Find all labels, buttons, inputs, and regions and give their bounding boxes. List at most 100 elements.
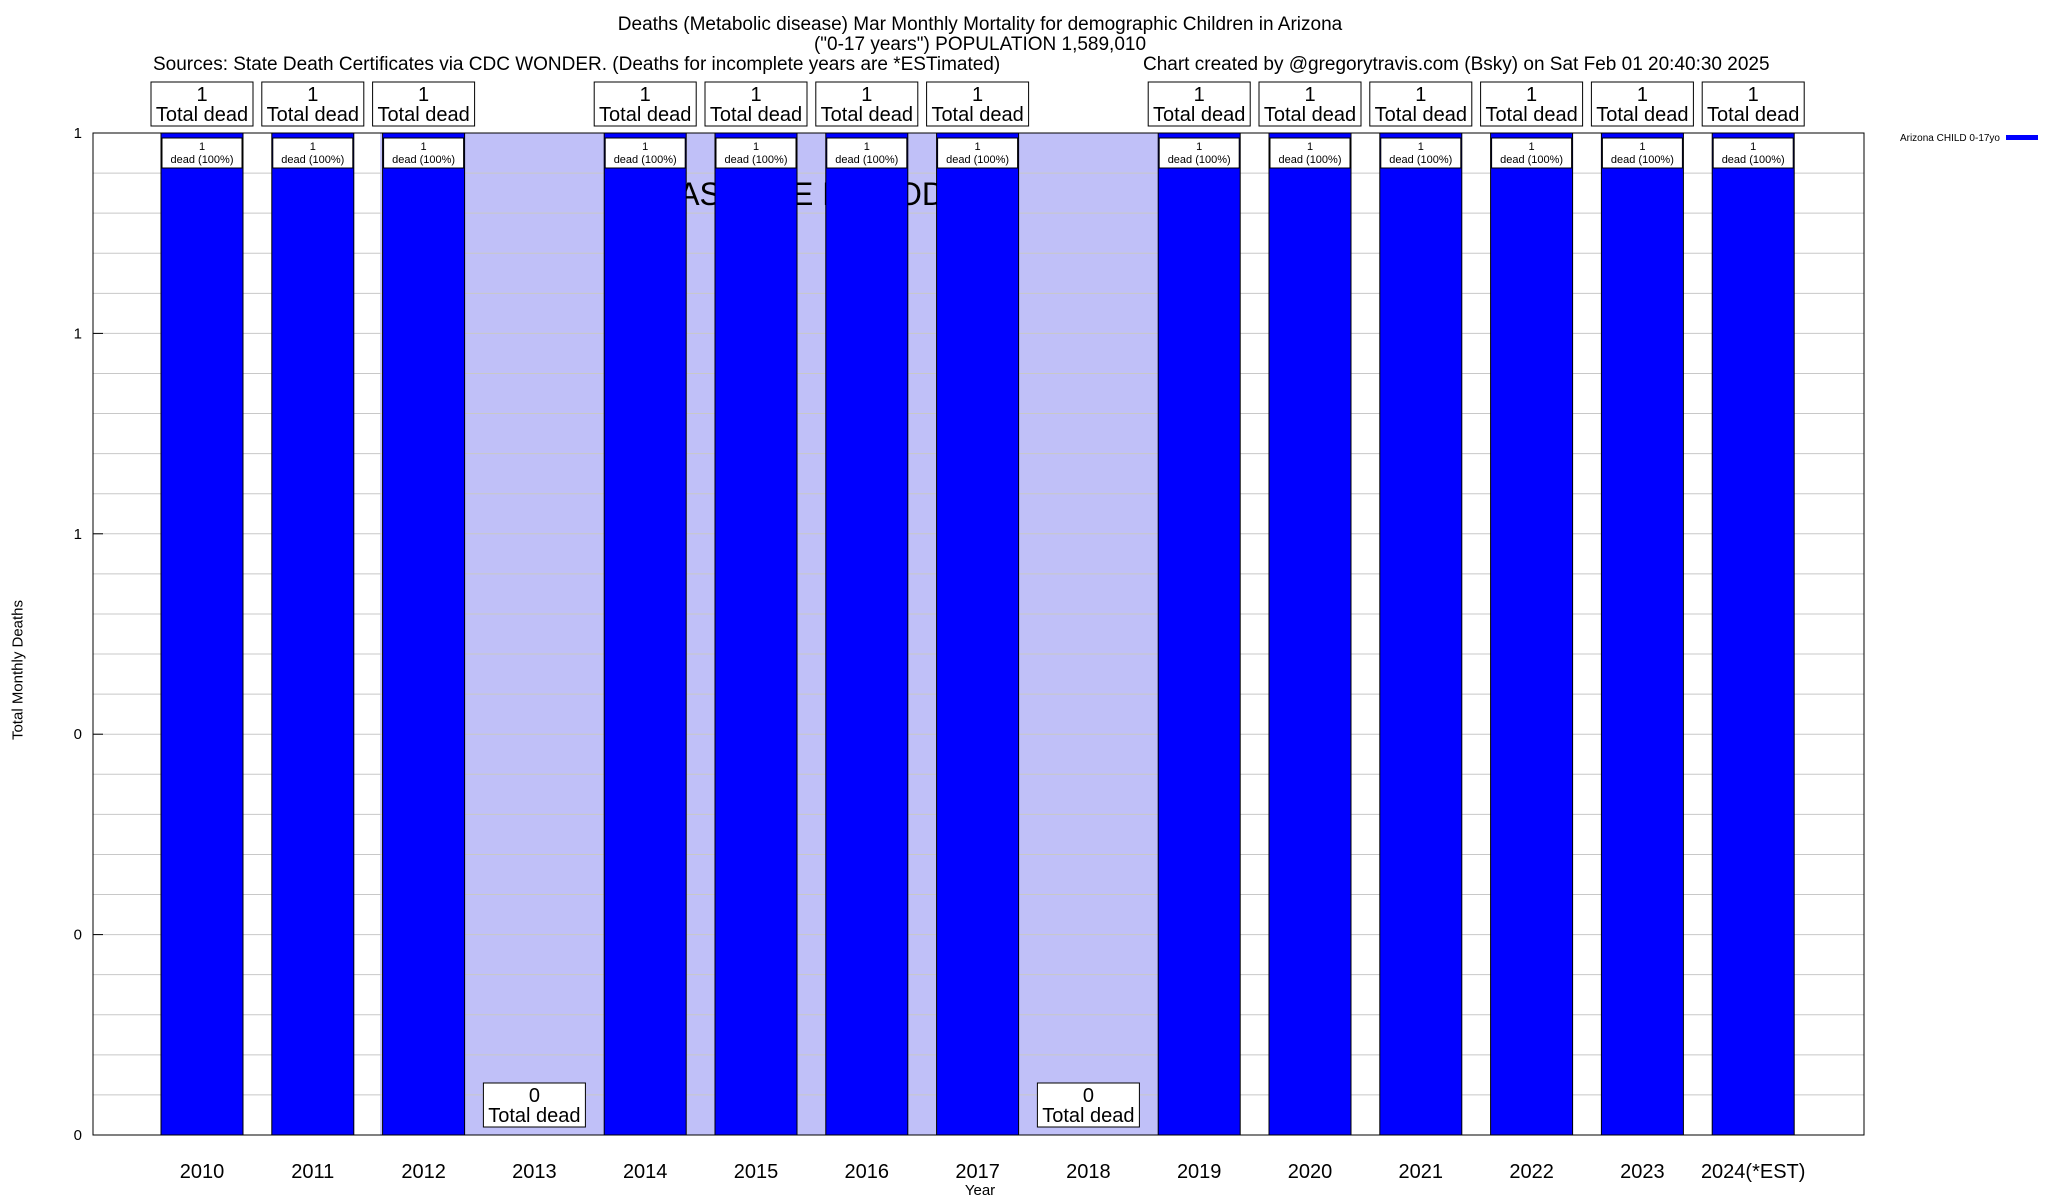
total-label-text: Total dead	[1153, 104, 1245, 126]
inner-label-text: dead (100%)	[946, 154, 1009, 166]
total-label-box	[593, 81, 697, 127]
inner-label-text: dead (100%)	[1611, 154, 1674, 166]
x-tick-label: 2017	[955, 1161, 1000, 1183]
bar-2012	[382, 132, 466, 1136]
inner-label-value: 1	[864, 141, 870, 153]
total-label-box	[1369, 81, 1473, 127]
total-label-box	[150, 81, 254, 127]
chart-title: Deaths (Metabolic disease) Mar Monthly M…	[617, 14, 1343, 35]
total-label-box	[815, 81, 919, 127]
total-label-value: 1	[861, 84, 872, 106]
total-label-box	[1258, 81, 1362, 127]
total-label-value: 1	[418, 84, 429, 106]
inner-label-value: 1	[1639, 141, 1645, 153]
bar-2020	[1268, 132, 1352, 1136]
total-label-value: 1	[750, 84, 761, 106]
inner-label-box	[1380, 137, 1462, 169]
total-label-box	[926, 81, 1030, 127]
inner-label-text: dead (100%)	[392, 154, 455, 166]
inner-label-text: dead (100%)	[281, 154, 344, 166]
inner-label-value: 1	[1307, 141, 1313, 153]
total-label-text: Total dead	[931, 104, 1023, 126]
total-label-value: 1	[972, 84, 983, 106]
total-label-text: Total dead	[488, 1105, 580, 1127]
total-label-value: 1	[1194, 84, 1205, 106]
bar-2011	[271, 132, 355, 1136]
total-label-box	[372, 81, 476, 127]
total-label-value: 1	[196, 84, 207, 106]
inner-label-value: 1	[421, 141, 427, 153]
total-label-value: 1	[1637, 84, 1648, 106]
total-label-value: 1	[1748, 84, 1759, 106]
inner-label-value: 1	[1750, 141, 1756, 153]
inner-label-box	[1158, 137, 1240, 169]
inner-label-box	[1712, 137, 1794, 169]
total-label-text: Total dead	[267, 104, 359, 126]
y-tick-label: 1	[74, 526, 82, 543]
inner-label-text: dead (100%)	[1500, 154, 1563, 166]
inner-label-value: 1	[199, 141, 205, 153]
inner-label-text: dead (100%)	[1168, 154, 1231, 166]
bar-2023	[1600, 132, 1684, 1136]
inner-label-box	[272, 137, 354, 169]
total-label-value: 1	[1526, 84, 1537, 106]
total-label-text: Total dead	[1485, 104, 1577, 126]
total-label-value: 1	[307, 84, 318, 106]
bar-2019	[1157, 132, 1241, 1136]
x-tick-label: 2016	[845, 1161, 890, 1183]
x-tick-label: 2022	[1509, 1161, 1554, 1183]
legend-swatch	[2006, 135, 2038, 140]
bar-2017	[936, 132, 1020, 1136]
inner-label-box	[826, 137, 908, 169]
inner-label-box	[1491, 137, 1573, 169]
total-label-text: Total dead	[1375, 104, 1467, 126]
chart-subtitle: ("0-17 years") POPULATION 1,589,010	[813, 34, 1147, 55]
inner-label-text: dead (100%)	[1389, 154, 1452, 166]
inner-label-value: 1	[753, 141, 759, 153]
total-label-value: 1	[1415, 84, 1426, 106]
inner-label-text: dead (100%)	[171, 154, 234, 166]
x-tick-label: 2013	[512, 1161, 557, 1183]
x-tick-label: 2021	[1399, 1161, 1444, 1183]
total-label-box	[1147, 81, 1251, 127]
total-label-box	[1036, 1082, 1140, 1128]
total-label-box	[1701, 81, 1805, 127]
total-label-value: 1	[1304, 84, 1315, 106]
x-tick-label: 2023	[1620, 1161, 1665, 1183]
x-tick-label: 2018	[1066, 1161, 1111, 1183]
inner-label-value: 1	[642, 141, 648, 153]
total-label-box	[1480, 81, 1584, 127]
y-tick-label: 0	[74, 927, 82, 944]
total-label-value: 0	[529, 1085, 540, 1107]
total-label-box	[704, 81, 808, 127]
inner-label-text: dead (100%)	[1722, 154, 1785, 166]
total-label-text: Total dead	[1042, 1105, 1134, 1127]
inner-label-value: 1	[1418, 141, 1424, 153]
x-tick-label: 2015	[734, 1161, 779, 1183]
x-tick-label: 2019	[1177, 1161, 1222, 1183]
bar-2015	[714, 132, 798, 1136]
baseline-period-band	[380, 133, 1222, 1135]
bar-2022	[1490, 132, 1574, 1136]
inner-label-box	[383, 137, 465, 169]
inner-label-box	[1601, 137, 1683, 169]
x-tick-label: 2014	[623, 1161, 668, 1183]
total-label-text: Total dead	[710, 104, 802, 126]
y-tick-label: 1	[74, 125, 82, 142]
inner-label-text: dead (100%)	[725, 154, 788, 166]
total-label-text: Total dead	[377, 104, 469, 126]
x-tick-label: 2012	[401, 1161, 446, 1183]
inner-label-value: 1	[975, 141, 981, 153]
inner-label-value: 1	[310, 141, 316, 153]
inner-label-text: dead (100%)	[835, 154, 898, 166]
y-tick-label: 0	[74, 726, 82, 743]
total-label-text: Total dead	[599, 104, 691, 126]
total-label-value: 1	[640, 84, 651, 106]
total-label-box	[482, 1082, 586, 1128]
total-label-box	[1590, 81, 1694, 127]
chart-credit: Chart created by @gregorytravis.com (Bsk…	[1143, 54, 1770, 75]
inner-label-box	[161, 137, 243, 169]
bar-2014	[603, 132, 687, 1136]
x-axis-label: Year	[964, 1182, 996, 1199]
